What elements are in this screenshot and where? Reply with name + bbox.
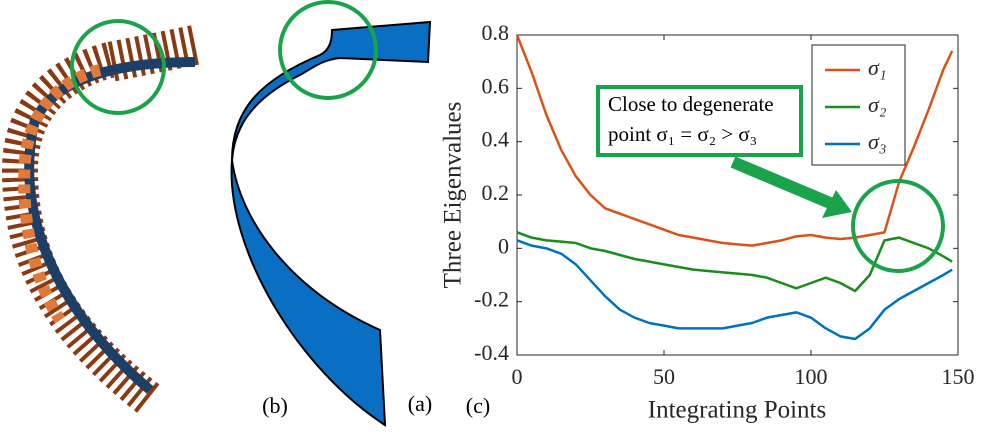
- x-tick-label: 0: [512, 364, 523, 389]
- y-tick-label: 0.6: [482, 73, 510, 98]
- y-axis-title: Three Eigenvalues: [440, 102, 467, 289]
- legend-label: σ₃: [868, 129, 887, 154]
- x-tick-label: 50: [653, 364, 675, 389]
- series-line: [516, 231, 953, 293]
- ribbon: [230, 20, 432, 427]
- panel-label: (a): [408, 391, 432, 416]
- director-field: [106, 25, 199, 82]
- series-line: [515, 34, 954, 247]
- x-axis-title: Integrating Points: [648, 397, 826, 424]
- panel-label: (b): [262, 393, 288, 418]
- annotation-arrowhead: [822, 190, 852, 218]
- annotation-box: [596, 85, 803, 157]
- highlight-circle: [70, 19, 166, 115]
- y-tick-label: 0.4: [482, 127, 510, 152]
- rod-centerline: [24, 57, 196, 394]
- y-tick-label: 0.8: [482, 20, 510, 45]
- y-tick-label: 0: [498, 233, 509, 258]
- y-tick-label: -0.4: [474, 340, 509, 365]
- highlight-circle: [851, 179, 945, 273]
- annotation-text: Close to degenerate: [608, 92, 774, 116]
- plot: -0.4 -0.2 0 0.2 0.4 0.6 0.8 0 50 100 150: [474, 20, 974, 389]
- x-tick-label: 150: [942, 364, 975, 389]
- annotation-text: point σ₁ = σ₂ > σ₃: [608, 122, 757, 146]
- y-tick-label: 0.2: [482, 180, 510, 205]
- rod-beads: [18, 64, 102, 324]
- x-tick-label: 100: [795, 364, 828, 389]
- highlight-circle: [278, 0, 378, 100]
- series-line: [516, 239, 953, 341]
- annotation-arrow: [730, 156, 833, 209]
- legend: σ₁ σ₂ σ₃: [811, 44, 906, 166]
- legend-label: σ₁: [868, 55, 887, 80]
- rod-illustration: [1, 19, 199, 415]
- ribbon-illustration: [230, 0, 432, 427]
- y-tick-label: -0.2: [474, 287, 509, 312]
- panel-label: (c): [466, 393, 490, 418]
- legend-box: [811, 44, 906, 166]
- legend-label: σ₂: [868, 92, 887, 117]
